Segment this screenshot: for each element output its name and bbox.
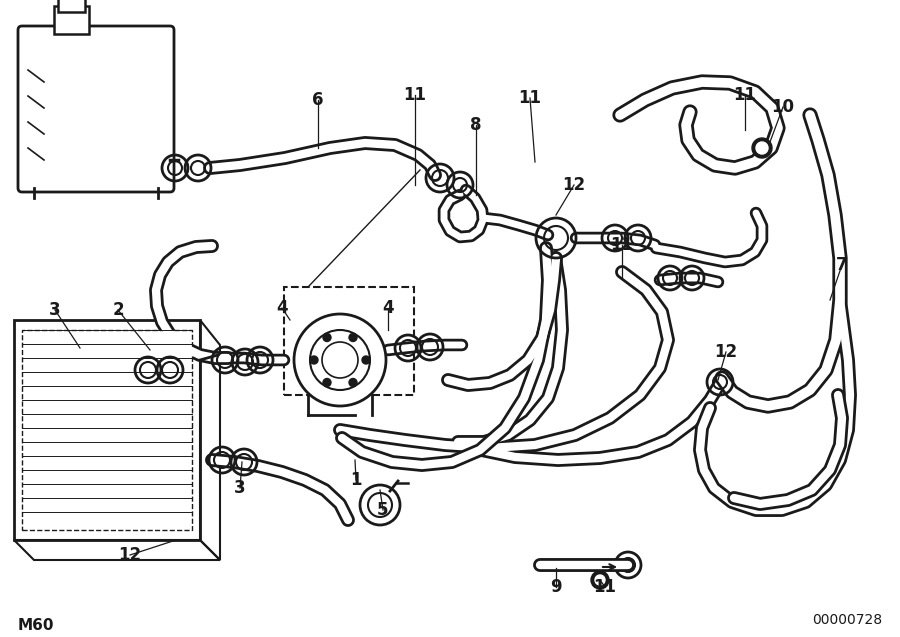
Circle shape [756, 142, 768, 154]
Text: 11: 11 [518, 89, 542, 107]
Bar [22, 330, 192, 530]
Circle shape [595, 575, 605, 585]
Circle shape [323, 334, 331, 341]
Circle shape [362, 356, 370, 364]
Text: 7: 7 [836, 256, 848, 274]
Circle shape [349, 378, 357, 387]
Text: 11: 11 [593, 578, 616, 596]
Circle shape [752, 138, 772, 158]
Text: 10: 10 [771, 98, 795, 116]
Text: 9: 9 [550, 578, 562, 596]
Text: 4: 4 [382, 299, 394, 317]
Bar [284, 287, 414, 395]
Circle shape [310, 330, 370, 390]
Circle shape [310, 356, 318, 364]
Text: 11: 11 [403, 86, 427, 104]
Text: 3: 3 [234, 479, 246, 497]
Text: 12: 12 [562, 176, 586, 194]
Text: 1: 1 [350, 471, 362, 489]
Circle shape [591, 571, 609, 589]
Text: 11: 11 [610, 236, 634, 254]
Circle shape [294, 314, 386, 406]
Circle shape [349, 334, 357, 341]
Text: 4: 4 [276, 299, 288, 317]
Text: 8: 8 [470, 116, 482, 134]
Text: 3: 3 [50, 301, 61, 319]
Text: 00000728: 00000728 [812, 613, 882, 627]
Text: 6: 6 [312, 91, 324, 109]
Text: 2: 2 [112, 301, 124, 319]
Bar [54, 6, 89, 34]
Text: M60: M60 [18, 619, 55, 634]
Text: 11: 11 [734, 86, 757, 104]
FancyBboxPatch shape [18, 26, 174, 192]
Circle shape [323, 378, 331, 387]
Text: 5: 5 [377, 501, 389, 519]
Text: 12: 12 [715, 343, 738, 361]
Text: 12: 12 [119, 546, 141, 564]
Bar [58, 0, 85, 12]
